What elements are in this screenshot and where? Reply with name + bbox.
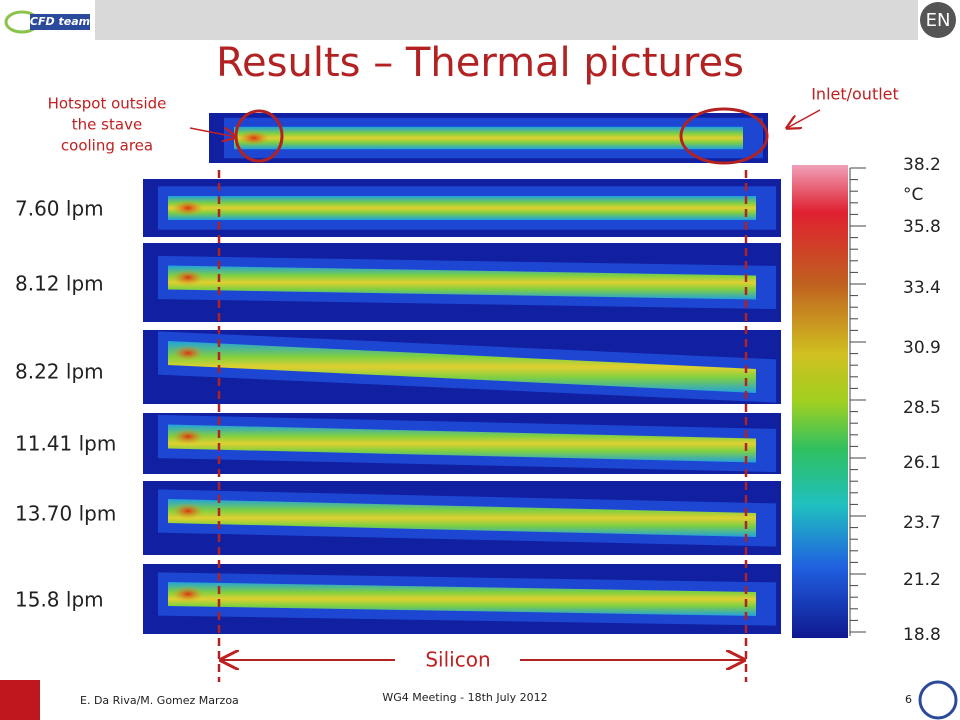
cern-logo: [918, 680, 958, 720]
inlet-arrow: [787, 109, 821, 128]
colorbar-label: 18.8: [903, 625, 941, 645]
inlet-circle: [679, 107, 769, 165]
flow-label: 7.60 lpm: [15, 197, 104, 221]
stave: [168, 424, 756, 463]
logo-box: [30, 14, 90, 30]
stave: [168, 196, 756, 220]
hotspot-line: Hotspot outside: [48, 95, 167, 113]
hotspot: [172, 428, 204, 445]
colorbar-label: 38.2: [903, 155, 941, 175]
hotspot: [238, 130, 270, 146]
colorbar-unit: °C: [903, 185, 923, 205]
header-band: [95, 0, 918, 40]
stave: [234, 126, 743, 150]
colorbar-label: 35.8: [903, 217, 941, 237]
colorbar-label: 30.9: [903, 338, 941, 358]
flow-label: 8.12 lpm: [15, 272, 104, 296]
logo-text: CFD team: [30, 15, 90, 28]
stave: [168, 582, 756, 616]
colorbar-label: 28.5: [903, 398, 941, 418]
stave: [168, 341, 756, 393]
hotspot-arrow: [189, 128, 236, 137]
hotspot-note: Hotspot outside the stave cooling area: [48, 95, 167, 155]
hotspot-line: cooling area: [61, 137, 153, 155]
colorbar: [792, 165, 848, 638]
footer-authors: E. Da Riva/M. Gomez Marzoa: [80, 694, 239, 707]
badge-text: EN: [926, 10, 951, 31]
footer-mark: [0, 680, 40, 720]
hotspot: [172, 269, 204, 286]
flow-label: 15.8 lpm: [15, 588, 104, 612]
footer-meeting: WG4 Meeting - 18th July 2012: [382, 691, 547, 704]
hotspot: [172, 345, 204, 361]
hotspot-line: the stave: [72, 116, 142, 134]
colorbar-label: 26.1: [903, 453, 941, 473]
colorbar-label: 33.4: [903, 278, 941, 298]
stave: [168, 499, 756, 537]
inlet-note: Inlet/outlet: [811, 85, 899, 104]
flow-label: 8.22 lpm: [15, 360, 104, 384]
flow-label: 13.70 lpm: [15, 502, 116, 526]
colorbar-label: 23.7: [903, 513, 941, 533]
silicon-label: Silicon: [425, 648, 490, 672]
colorbar-ticks: 38.2 35.8 33.4 30.9 28.5 26.1 23.7 21.2 18.8: [849, 155, 941, 645]
hotspot: [172, 586, 204, 602]
stave: [168, 265, 756, 300]
thermal-images: [143, 113, 781, 634]
colorbar-label: 21.2: [903, 570, 941, 590]
flow-label: 11.41 lpm: [15, 432, 116, 456]
page-number: 6: [905, 693, 912, 706]
badge: [920, 2, 956, 38]
title: Results – Thermal pictures: [216, 40, 744, 86]
hotspot: [172, 200, 204, 216]
hotspot: [172, 503, 204, 519]
